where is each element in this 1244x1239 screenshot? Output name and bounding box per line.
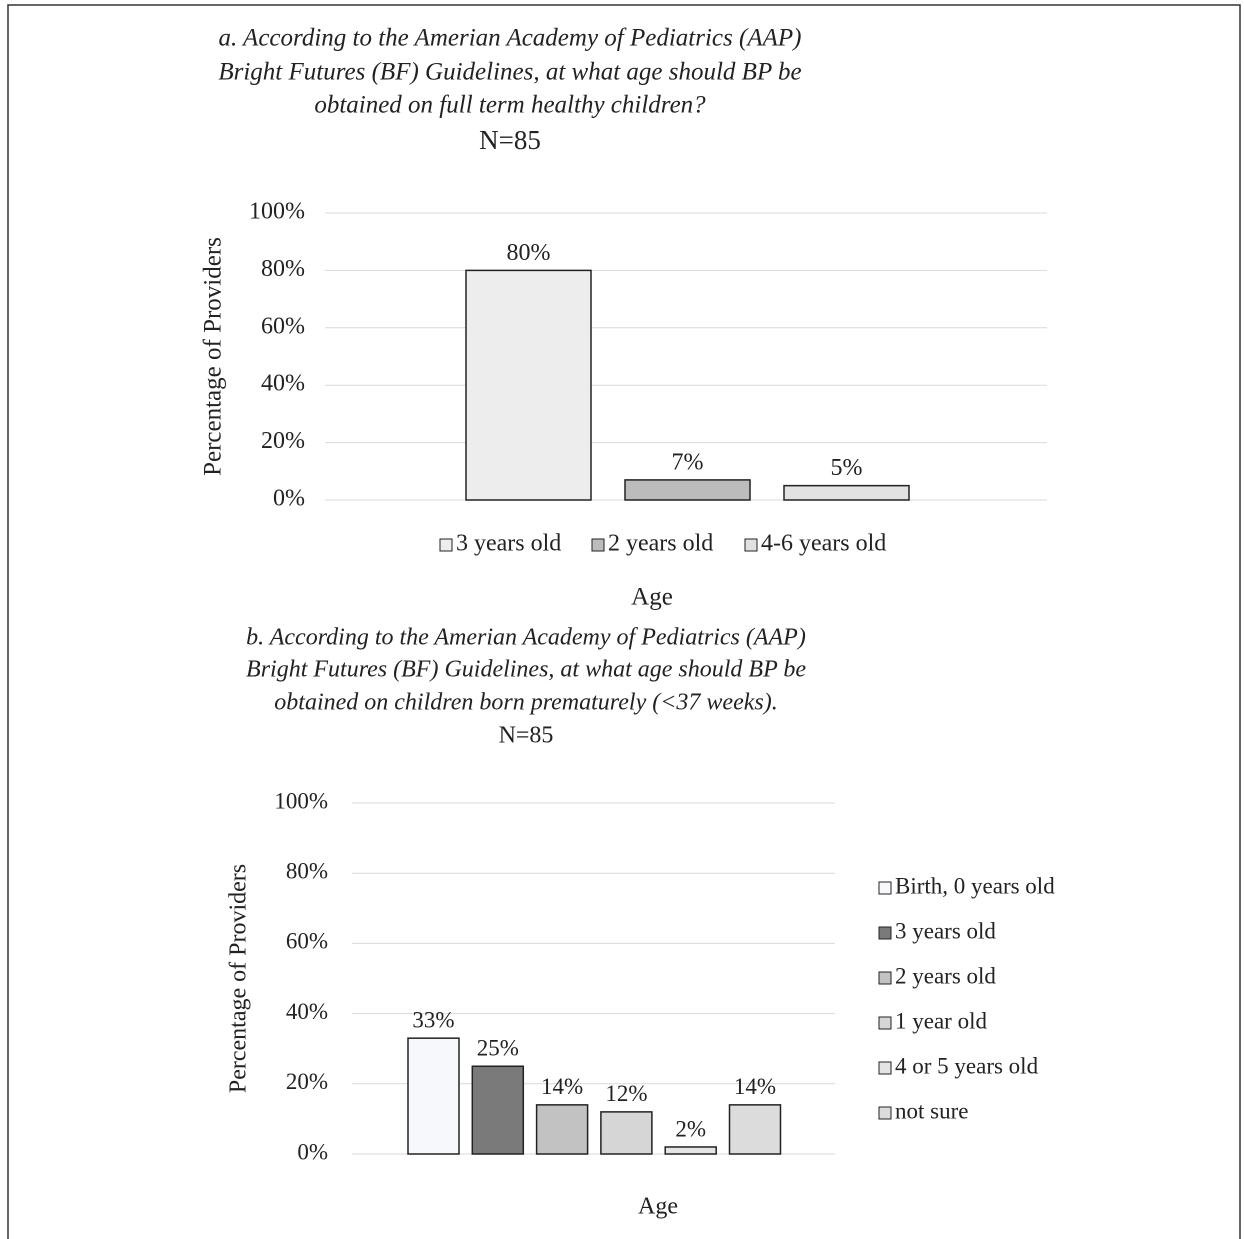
value-label: 12% — [605, 1081, 647, 1106]
y-axis-label: Percentage of Providers — [226, 864, 252, 1093]
y-tick-label: 40% — [286, 999, 328, 1024]
y-tick-label: 60% — [286, 929, 328, 954]
legend-label: 4-6 years old — [761, 531, 886, 557]
legend-label: 4 or 5 years old — [895, 1053, 1039, 1078]
y-tick-label: 0% — [297, 1139, 328, 1164]
bar — [624, 479, 751, 501]
y-tick-label: 100% — [274, 788, 328, 813]
value-label: 80% — [507, 240, 551, 266]
chart-title: obtained on children born prematurely (<… — [274, 690, 777, 716]
legend-label: 1 year old — [895, 1008, 987, 1033]
legend-label: 3 years old — [895, 918, 996, 943]
y-tick-label: 100% — [249, 199, 305, 225]
legend-swatch — [591, 538, 605, 552]
bar — [664, 1146, 717, 1155]
bar — [728, 1104, 782, 1155]
bar — [535, 1104, 589, 1155]
y-axis-label: Percentage of Providers — [200, 237, 227, 476]
value-label: 25% — [477, 1036, 519, 1061]
y-tick-label: 20% — [286, 1069, 328, 1094]
legend-label: 3 years old — [456, 531, 561, 557]
chart-title: a. According to the Amerian Academy of P… — [219, 25, 802, 52]
y-tick-label: 80% — [286, 858, 328, 883]
y-tick-label: 0% — [273, 486, 305, 512]
y-tick-label: 80% — [261, 256, 305, 282]
legend-swatch — [878, 1016, 892, 1030]
y-tick-label: 40% — [261, 371, 305, 397]
chart-subtitle: N=85 — [479, 125, 541, 155]
legend-swatch — [439, 538, 453, 552]
y-tick-label: 60% — [261, 313, 305, 339]
bar — [600, 1111, 653, 1155]
bar — [783, 484, 910, 501]
x-axis-label: Age — [631, 584, 673, 611]
legend-label: not sure — [895, 1098, 968, 1123]
legend-swatch — [744, 538, 758, 552]
y-tick-label: 20% — [261, 428, 305, 454]
legend-label: 2 years old — [608, 531, 713, 557]
frame — [7, 4, 1241, 1239]
chart-title: Bright Futures (BF) Guidelines, at what … — [246, 657, 806, 683]
value-label: 14% — [734, 1074, 776, 1099]
value-label: 14% — [541, 1074, 583, 1099]
x-axis-label: Age — [638, 1194, 678, 1220]
chart-title: Bright Futures (BF) Guidelines, at what … — [218, 59, 801, 86]
bar — [465, 269, 592, 501]
chart-title: b. According to the Amerian Academy of P… — [246, 625, 806, 651]
value-label: 7% — [672, 449, 704, 475]
legend-swatch — [878, 971, 892, 985]
value-label: 5% — [831, 455, 863, 481]
bar — [471, 1065, 525, 1155]
legend-swatch — [878, 1106, 892, 1120]
chart-subtitle: N=85 — [499, 723, 554, 749]
chart-title: obtained on full term healthy children? — [314, 92, 706, 119]
bar — [407, 1037, 460, 1155]
legend-swatch — [878, 1061, 892, 1075]
value-label: 33% — [412, 1007, 454, 1032]
legend-label: 2 years old — [895, 963, 996, 988]
legend-swatch — [878, 926, 892, 940]
legend-label: Birth, 0 years old — [895, 873, 1055, 898]
legend-swatch — [878, 881, 892, 895]
value-label: 2% — [675, 1116, 706, 1141]
